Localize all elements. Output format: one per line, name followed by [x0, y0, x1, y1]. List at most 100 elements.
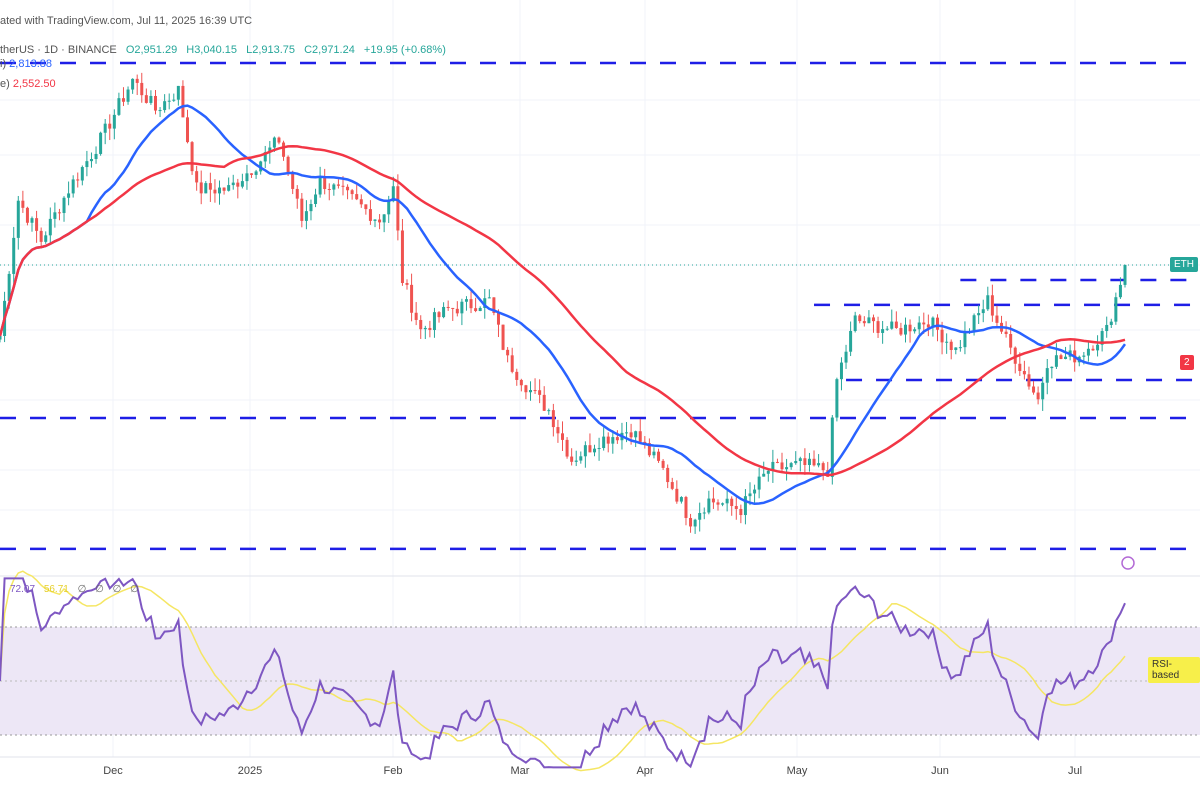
candle-body [62, 197, 66, 214]
candle-body [291, 171, 295, 189]
candle-body [812, 458, 816, 466]
candle-body [844, 351, 848, 363]
close-value: C2,971.24 [304, 44, 355, 56]
candle-body [657, 451, 661, 461]
candle-body [382, 214, 386, 223]
candle-body [803, 458, 807, 465]
candle-body [730, 498, 734, 507]
candle-body [593, 448, 597, 453]
candle-body [1036, 392, 1040, 400]
candle-body [908, 324, 912, 332]
candle-body [551, 410, 555, 428]
candle-body [785, 467, 789, 470]
candle-body [725, 498, 729, 504]
candle-body [149, 95, 153, 103]
candle-body [675, 488, 679, 502]
ma-fast-line [0, 104, 1127, 506]
candle-body [689, 517, 693, 527]
candle-body [327, 189, 331, 191]
candle-body [931, 317, 935, 328]
candle-body [753, 489, 757, 494]
candle-body [849, 330, 853, 352]
candle-body [254, 171, 258, 175]
candle-body [538, 390, 542, 395]
candle-body [236, 182, 240, 187]
candle-body [771, 461, 775, 471]
candle-body [917, 322, 921, 330]
x-tick-label: 2025 [237, 765, 263, 777]
candle-body [496, 312, 500, 325]
candle-body [647, 443, 651, 456]
candle-body [547, 410, 551, 412]
candle-body [76, 179, 80, 181]
candle-body [858, 315, 862, 322]
candle-body [1009, 333, 1013, 348]
candle-body [711, 498, 715, 503]
candle-body [121, 98, 125, 102]
candle-body [44, 235, 48, 242]
candle-body [570, 456, 574, 462]
candle-body [12, 237, 16, 274]
rsi-legend: 72.07 56.71 ∅ ∅ ∅ ∅ [0, 584, 145, 595]
ma-slow-value: 2,552.50 [12, 78, 56, 90]
candle-body [936, 317, 939, 330]
candle-body [153, 95, 157, 111]
candle-body [140, 82, 144, 96]
candle-body [167, 100, 171, 102]
candle-body [199, 182, 203, 194]
candle-body [451, 307, 455, 309]
candle-body [222, 187, 226, 191]
candle-body [629, 432, 633, 438]
candle-body [455, 308, 459, 314]
price-tag: ETH [1170, 257, 1198, 272]
rsi-value: 72.07 [10, 584, 36, 595]
candle-body [1118, 284, 1122, 298]
candle-body [442, 306, 446, 318]
rsi-lines [0, 570, 1126, 772]
candle-body [945, 341, 949, 343]
candle-body [995, 315, 999, 323]
candle-body [195, 171, 199, 183]
candle-body [588, 445, 592, 453]
candle-body [67, 193, 71, 198]
candle-body [39, 230, 43, 242]
candle-body [890, 321, 894, 329]
ma-tag: 2 [1180, 355, 1194, 370]
x-tick-label: May [786, 765, 808, 777]
candle-body [1114, 297, 1118, 322]
candle-body [460, 301, 464, 314]
candle-body [556, 427, 560, 434]
candle-body [35, 218, 39, 231]
candle-body [977, 313, 981, 316]
candle-body [99, 132, 103, 154]
candle-body [990, 295, 994, 316]
high-value: H3,040.15 [186, 44, 238, 56]
candle-body [1096, 344, 1100, 351]
candle-body [1082, 355, 1086, 357]
candle-body [405, 283, 409, 285]
candle-body [615, 437, 619, 441]
candle-body [309, 203, 313, 212]
candle-body [396, 186, 400, 231]
candle-body [702, 512, 706, 514]
candle-body [606, 436, 610, 444]
candle-body [652, 451, 656, 456]
replay-icon[interactable] [1121, 556, 1135, 570]
candle-body [204, 183, 208, 194]
ma-fast-legend: i) 2,813.88 [0, 58, 52, 70]
candle-body [1050, 366, 1054, 369]
candles [0, 72, 1127, 534]
x-tick-label: Apr [636, 765, 654, 777]
candle-body [373, 219, 377, 221]
rsi-ma-line [0, 570, 1126, 772]
candle-body [684, 497, 688, 518]
candle-body [1091, 348, 1095, 351]
candle-body [240, 181, 244, 187]
candle-body [510, 355, 514, 372]
candle-body [282, 142, 286, 157]
candle-body [583, 445, 587, 457]
rsi-extra: ∅ [95, 584, 104, 595]
candle-body [775, 461, 779, 463]
horizontal-levels [0, 61, 1200, 551]
